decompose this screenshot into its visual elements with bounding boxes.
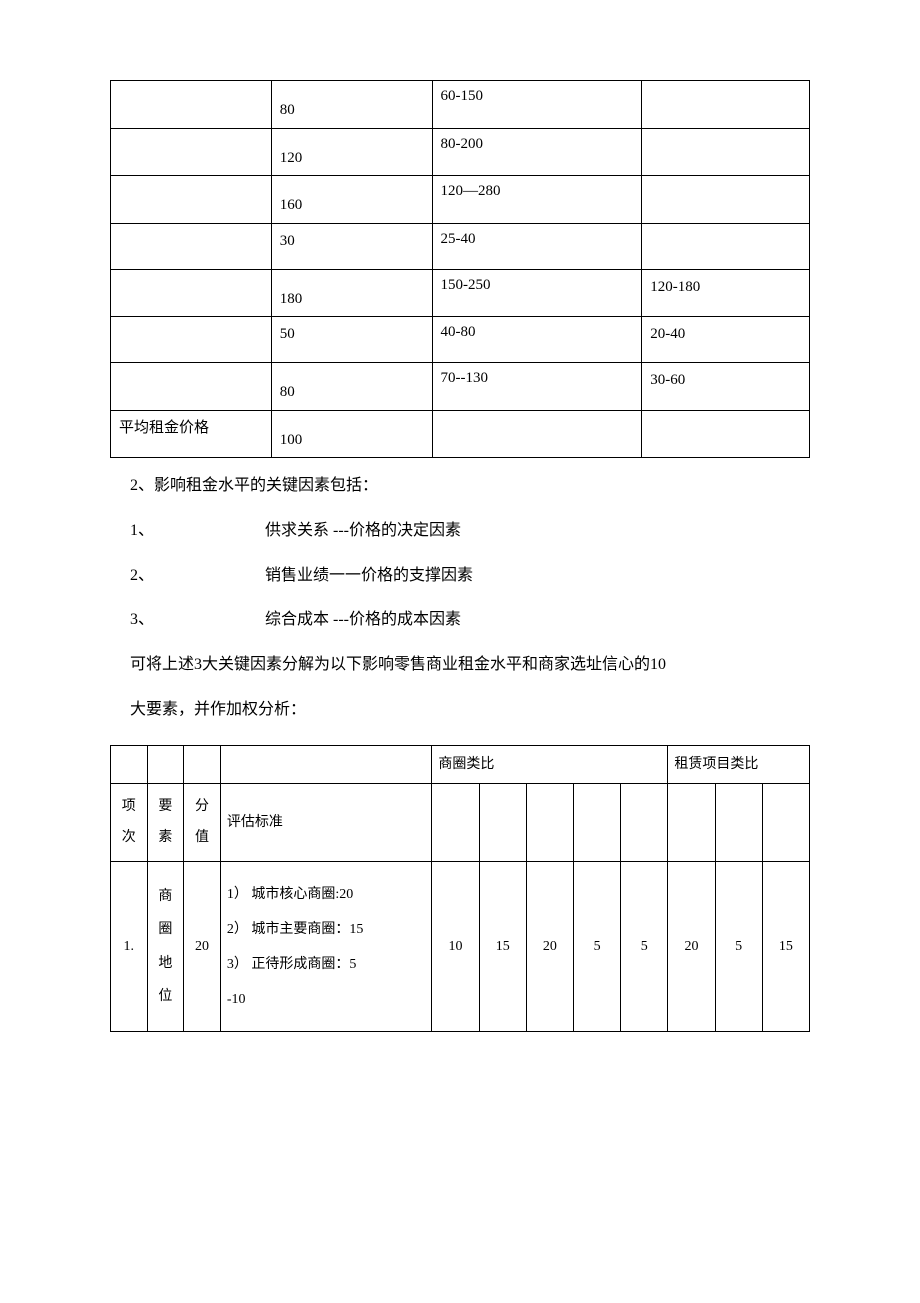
score-cell: 15 <box>762 862 809 1032</box>
rent-price-table: 80 60-150 120 80-200 160 120—280 30 25-4… <box>110 80 810 458</box>
cell: 160 <box>271 176 432 224</box>
cell <box>642 128 810 176</box>
header-blank <box>668 783 715 862</box>
header-blank <box>715 783 762 862</box>
cell: 25-40 <box>432 223 642 269</box>
header-blank <box>526 783 573 862</box>
paragraph-line-2: 大要素，并作加权分析： <box>130 688 810 733</box>
header-blank <box>432 783 479 862</box>
header-fenzhi: 分值 <box>184 783 221 862</box>
header-blank <box>111 745 148 783</box>
header-blank <box>573 783 620 862</box>
cell: 20-40 <box>642 317 810 363</box>
cell: 150-250 <box>432 269 642 317</box>
score-cell: 5 <box>621 862 668 1032</box>
cell: 50 <box>271 317 432 363</box>
row-factor: 商圈地位 <box>147 862 184 1032</box>
header-blank <box>621 783 668 862</box>
cell <box>642 81 810 129</box>
score-cell: 15 <box>479 862 526 1032</box>
row-score: 20 <box>184 862 221 1032</box>
cell <box>111 269 272 317</box>
cell <box>111 363 272 411</box>
row-index: 1. <box>111 862 148 1032</box>
cell: 30 <box>271 223 432 269</box>
header-group-zulin: 租赁项目类比 <box>668 745 810 783</box>
cell: 180 <box>271 269 432 317</box>
cell <box>111 81 272 129</box>
cell: 120—280 <box>432 176 642 224</box>
factor-3: 3、综合成本 ---价格的成本因素 <box>130 598 810 643</box>
cell <box>642 176 810 224</box>
cell <box>111 128 272 176</box>
header-xiangci: 项次 <box>111 783 148 862</box>
cell: 120 <box>271 128 432 176</box>
factor-2: 2、销售业绩一一价格的支撑因素 <box>130 554 810 599</box>
cell <box>111 317 272 363</box>
cell <box>642 410 810 458</box>
header-blank <box>220 745 432 783</box>
row-criteria: 1） 城市核心商圈:20 2） 城市主要商圈：15 3） 正待形成商圈：5 -1… <box>220 862 432 1032</box>
score-cell: 5 <box>715 862 762 1032</box>
cell <box>432 410 642 458</box>
header-blank <box>184 745 221 783</box>
cell: 120-180 <box>642 269 810 317</box>
cell: 80-200 <box>432 128 642 176</box>
cell: 60-150 <box>432 81 642 129</box>
score-cell: 10 <box>432 862 479 1032</box>
score-cell: 20 <box>668 862 715 1032</box>
header-yaosu: 要素 <box>147 783 184 862</box>
body-text: 2、影响租金水平的关键因素包括： 1、供求关系 ---价格的决定因素 2、销售业… <box>110 464 810 733</box>
cell: 30-60 <box>642 363 810 411</box>
intro-line: 2、影响租金水平的关键因素包括： <box>130 464 810 509</box>
cell: 100 <box>271 410 432 458</box>
weighted-analysis-table: 商圈类比 租赁项目类比 项次 要素 分值 评估标准 1. 商圈地位 20 1） … <box>110 745 810 1033</box>
score-cell: 5 <box>573 862 620 1032</box>
header-blank <box>479 783 526 862</box>
factor-1: 1、供求关系 ---价格的决定因素 <box>130 509 810 554</box>
paragraph-line-1: 可将上述3大关键因素分解为以下影响零售商业租金水平和商家选址信心的10 <box>130 643 810 688</box>
cell: 70--130 <box>432 363 642 411</box>
header-group-shangquan: 商圈类比 <box>432 745 668 783</box>
header-blank <box>762 783 809 862</box>
header-blank <box>147 745 184 783</box>
cell <box>111 223 272 269</box>
cell: 80 <box>271 363 432 411</box>
avg-rent-label: 平均租金价格 <box>111 410 272 458</box>
cell <box>111 176 272 224</box>
cell <box>642 223 810 269</box>
header-pinggu: 评估标准 <box>220 783 432 862</box>
cell: 40-80 <box>432 317 642 363</box>
score-cell: 20 <box>526 862 573 1032</box>
cell: 80 <box>271 81 432 129</box>
